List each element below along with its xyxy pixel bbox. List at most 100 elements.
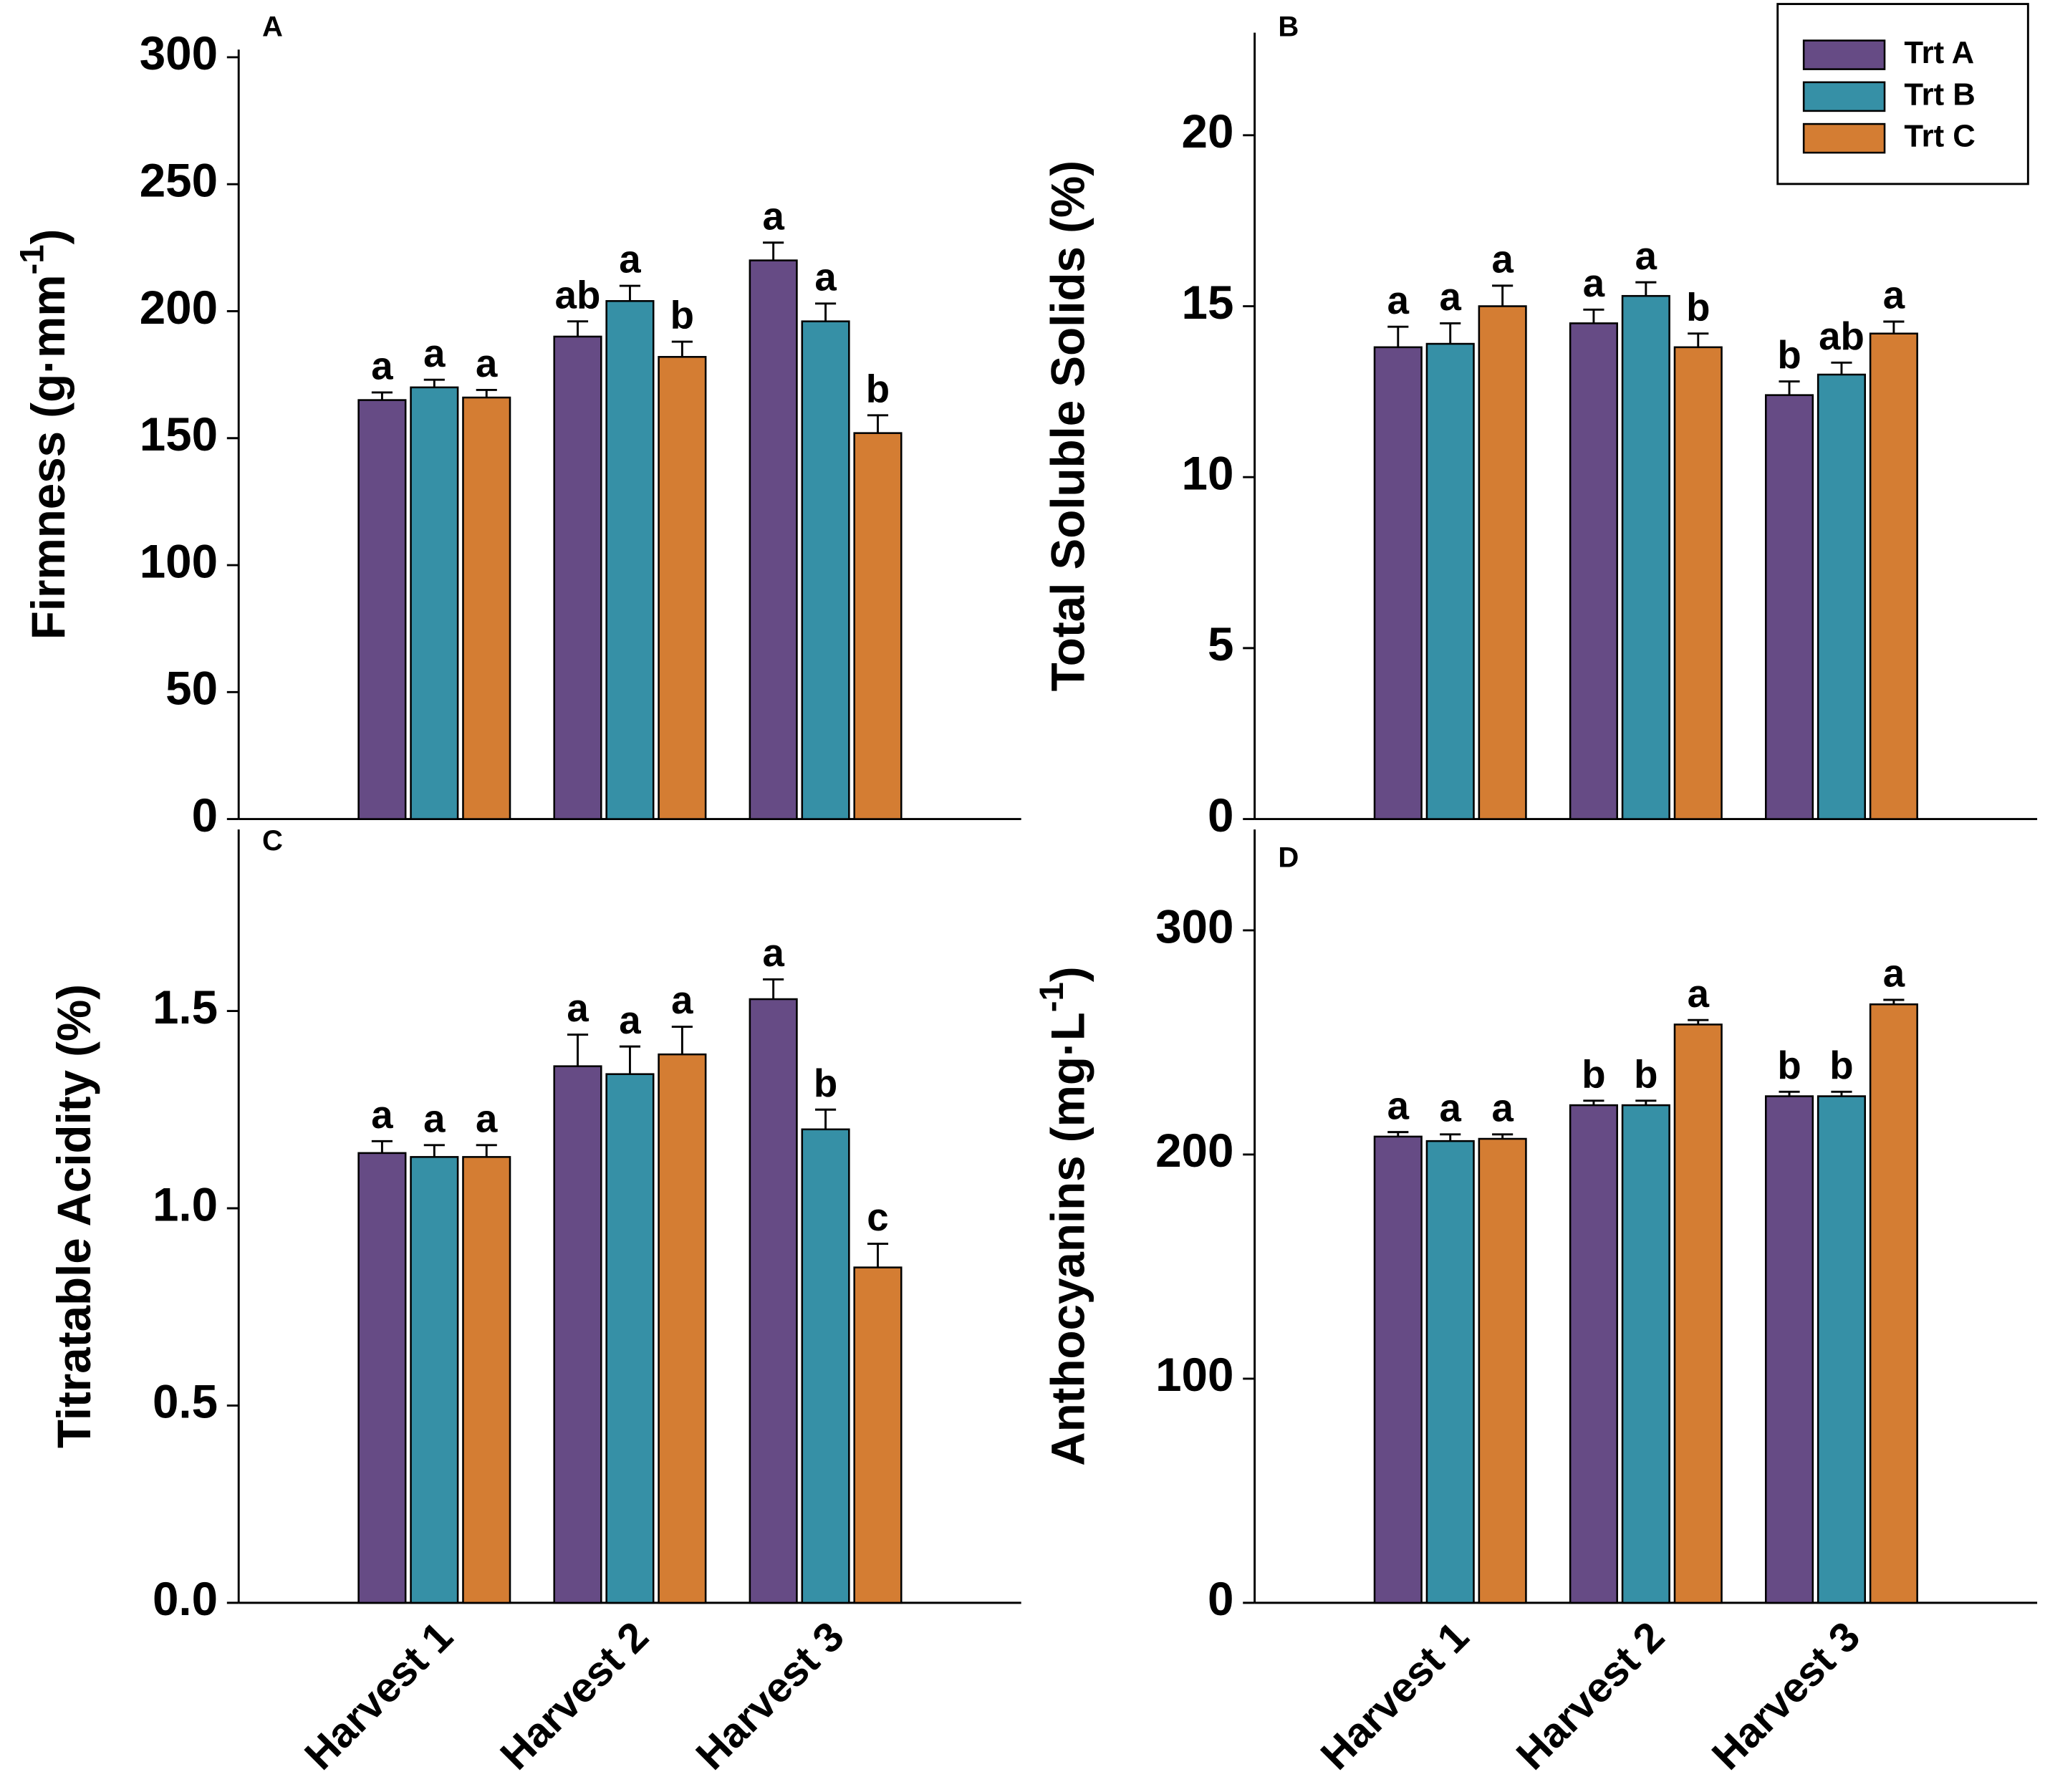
error-bar — [1883, 320, 1905, 334]
significance-letter: a — [1440, 275, 1462, 319]
significance-letter: b — [814, 1061, 837, 1105]
legend-swatch — [1802, 122, 1886, 154]
y-tick-label: 250 — [140, 155, 218, 207]
bar — [1425, 1140, 1475, 1604]
bar — [801, 320, 850, 820]
significance-letter: a — [476, 342, 498, 385]
significance-letter: a — [814, 255, 837, 299]
error-bar — [567, 1034, 589, 1066]
bar — [553, 335, 602, 820]
x-tick-label: Harvest 1 — [296, 1613, 461, 1778]
bar — [1817, 1095, 1867, 1604]
y-tick-label: 1.0 — [153, 1178, 218, 1230]
significance-letter: a — [619, 238, 641, 281]
bar — [1569, 322, 1618, 820]
error-bar — [619, 1045, 641, 1074]
significance-letter: a — [1387, 279, 1410, 322]
error-bar — [423, 1144, 445, 1157]
significance-letter: b — [1777, 333, 1801, 377]
significance-letter: a — [567, 986, 589, 1030]
error-bar — [1387, 1131, 1409, 1137]
panel-label: D — [1278, 842, 1299, 874]
error-bar — [1688, 1018, 1709, 1025]
error-bar — [867, 414, 889, 433]
bar — [1373, 1135, 1423, 1604]
y-tick-label: 0 — [1208, 1573, 1233, 1625]
y-tick-label: 20 — [1182, 105, 1234, 158]
x-tick-label: Harvest 2 — [1508, 1613, 1673, 1778]
bar — [462, 1156, 511, 1604]
significance-letter: a — [1883, 952, 1905, 996]
bar — [410, 1156, 459, 1604]
bar — [1673, 1023, 1723, 1604]
bar — [853, 1266, 903, 1604]
error-bar — [1779, 1090, 1800, 1097]
error-bar — [1387, 325, 1409, 347]
y-title-text: Firmness (g·mm — [22, 275, 74, 640]
error-bar — [1688, 332, 1709, 347]
y-tick-label: 0 — [1208, 789, 1233, 842]
bar — [1425, 342, 1475, 820]
error-bar — [763, 241, 784, 261]
y-tick-label: 100 — [140, 535, 218, 587]
bar — [658, 1053, 707, 1604]
significance-letter: a — [1491, 238, 1514, 281]
significance-letter: b — [1634, 1052, 1657, 1096]
y-tick-label: 0.5 — [153, 1376, 218, 1428]
error-bar — [671, 340, 693, 357]
error-bar — [619, 284, 641, 302]
error-bar — [1831, 361, 1852, 375]
legend-swatch — [1802, 39, 1886, 70]
significance-letter: ab — [1819, 314, 1864, 358]
y-tick-label: 0.0 — [153, 1573, 218, 1625]
bar — [1478, 1137, 1527, 1604]
bar — [1869, 1003, 1918, 1604]
bar — [357, 1152, 407, 1604]
bar — [357, 399, 407, 820]
bar — [1621, 1104, 1670, 1604]
bar — [749, 259, 798, 820]
y-title-end: ) — [22, 229, 74, 245]
legend-label: Trt B — [1904, 77, 1976, 112]
significance-letter: a — [371, 345, 393, 388]
x-tick-label: Harvest 1 — [1312, 1613, 1478, 1778]
y-title-text: Anthocyanins (mg·L — [1042, 1012, 1094, 1465]
y-tick-label: 300 — [140, 27, 218, 80]
significance-letter: a — [1583, 261, 1605, 305]
significance-letter: b — [670, 294, 694, 337]
significance-letter: a — [1635, 234, 1657, 278]
error-bar — [814, 1108, 837, 1129]
significance-letter: a — [1883, 274, 1905, 317]
y-axis-title: Titratable Acidity (%) — [49, 984, 101, 1448]
y-tick-label: 200 — [1155, 1124, 1233, 1177]
bar — [1478, 305, 1527, 820]
bar — [462, 396, 511, 820]
bar — [1869, 332, 1918, 820]
y-tick-label: 200 — [140, 281, 218, 334]
x-tick-label: Harvest 3 — [1703, 1613, 1869, 1778]
y-tick-label: 100 — [1155, 1349, 1233, 1401]
x-tick-label: Harvest 3 — [687, 1613, 852, 1778]
bar — [853, 432, 903, 820]
significance-letter: ab — [555, 273, 601, 317]
significance-letter: a — [1688, 972, 1710, 1016]
bar — [605, 300, 655, 820]
bar — [801, 1128, 850, 1604]
significance-letter: a — [423, 332, 446, 375]
y-axis-title: Anthocyanins (mg·L-1) — [1033, 966, 1094, 1465]
y-tick-label: 5 — [1208, 618, 1233, 670]
y-axis-title: Firmness (g·mm-1) — [13, 229, 74, 640]
bar — [1673, 346, 1723, 820]
bar — [1621, 294, 1670, 820]
y-title-text: Total Soluble Solids (%) — [1042, 160, 1094, 691]
legend-label: Trt A — [1904, 35, 1974, 70]
error-bar — [1492, 1133, 1514, 1140]
error-bar — [476, 1144, 497, 1157]
error-bar — [1779, 380, 1800, 395]
bar — [1817, 373, 1867, 820]
significance-letter: b — [1582, 1052, 1605, 1096]
y-tick-label: 150 — [140, 408, 218, 461]
error-bar — [867, 1243, 889, 1268]
significance-letter: a — [476, 1097, 498, 1140]
